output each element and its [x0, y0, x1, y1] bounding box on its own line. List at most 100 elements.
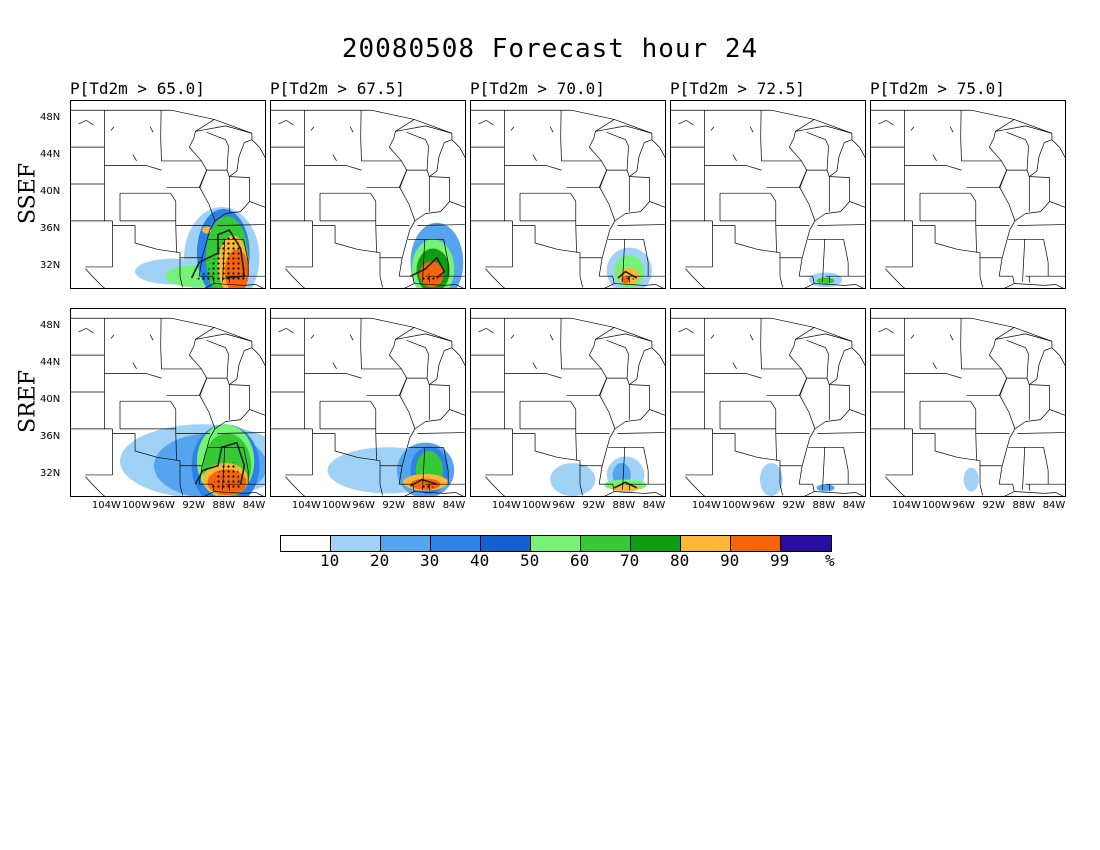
colorbar-label: 99	[770, 551, 790, 570]
lon-tick-label: 100W	[722, 500, 752, 511]
lat-tick-label: 36N	[40, 431, 61, 443]
map-boundary	[429, 176, 450, 178]
map-boundary	[1043, 447, 1049, 471]
map-boundary	[179, 276, 183, 288]
map-boundary	[849, 201, 865, 208]
map-boundary	[214, 283, 245, 286]
map-water-feature	[310, 126, 315, 131]
map-boundary	[1001, 437, 1011, 466]
map-boundary	[429, 170, 438, 177]
map-boundary	[1008, 204, 1016, 221]
map-boundary	[814, 119, 853, 134]
map-boundary	[601, 437, 611, 466]
map-boundary	[251, 139, 260, 148]
map-boundary	[546, 373, 562, 379]
map-boundary	[934, 242, 958, 250]
map-boundary	[570, 193, 577, 202]
map-boundary	[599, 170, 608, 188]
map-panel	[670, 308, 866, 497]
lon-tick-label: 104W	[891, 500, 921, 511]
map-boundary	[975, 433, 977, 461]
map-boundary	[417, 432, 465, 434]
map-boundary	[798, 257, 803, 277]
map-boundary	[395, 333, 426, 340]
colorbar-label: 40	[470, 551, 490, 570]
map-boundary	[625, 211, 641, 214]
map-boundary	[614, 421, 626, 430]
map-boundary	[425, 347, 429, 355]
map-boundary	[201, 437, 211, 466]
map-boundary	[398, 257, 403, 277]
map-panel	[870, 308, 1066, 497]
colorbar-swatch	[481, 536, 531, 551]
map-boundary	[622, 239, 626, 282]
map-boundary	[229, 384, 250, 386]
map-boundary	[1026, 378, 1030, 385]
map-boundary	[100, 285, 105, 288]
map-boundary	[644, 139, 653, 143]
map-boundary	[598, 257, 603, 277]
map-boundary	[1022, 447, 1026, 490]
map-boundary	[629, 176, 650, 178]
map-boundary	[334, 242, 358, 250]
map-boundary	[1059, 354, 1065, 366]
map-panel	[470, 100, 666, 289]
map-boundary	[606, 132, 626, 141]
map-boundary	[801, 160, 807, 171]
map-boundary	[649, 409, 665, 416]
map-boundary	[1026, 354, 1029, 379]
map-boundary	[814, 327, 853, 342]
basemap	[471, 109, 665, 288]
map-boundary	[604, 491, 615, 496]
colorbar-swatch	[581, 536, 631, 551]
map-boundary	[614, 213, 626, 222]
map-boundary	[644, 284, 656, 286]
map-boundary	[700, 493, 705, 496]
map-boundary	[604, 283, 615, 288]
probability-fill	[963, 467, 979, 492]
probability-contour	[613, 481, 638, 489]
map-boundary	[998, 465, 1003, 485]
map-boundary	[651, 139, 660, 148]
map-boundary	[560, 346, 562, 369]
lon-tick-label: 88W	[612, 500, 636, 511]
map-boundary	[814, 283, 845, 286]
map-boundary	[859, 354, 865, 366]
map-boundary	[809, 428, 816, 439]
map-boundary	[1009, 428, 1016, 439]
map-boundary	[360, 346, 362, 369]
map-boundary	[500, 493, 505, 496]
map-water-feature	[478, 327, 494, 334]
lon-tick-label: 84W	[442, 500, 466, 511]
map-boundary	[1038, 142, 1045, 157]
lon-tick-label: 88W	[812, 500, 836, 511]
map-boundary	[389, 137, 395, 148]
map-boundary	[171, 109, 215, 120]
map-boundary	[360, 138, 362, 161]
map-boundary	[443, 447, 449, 471]
lat-tick-label: 36N	[40, 223, 61, 235]
map-boundary	[534, 450, 558, 458]
map-boundary	[993, 339, 996, 346]
map-boundary	[1055, 284, 1064, 288]
lon-tick-label: 88W	[1012, 500, 1036, 511]
map-boundary	[444, 347, 453, 351]
lon-tick-label: 92W	[582, 500, 605, 511]
map-boundary	[370, 401, 377, 410]
map-boundary	[608, 412, 616, 429]
map-water-feature	[878, 327, 894, 334]
map-boundary	[208, 412, 216, 429]
map-boundary	[859, 146, 865, 158]
map-boundary	[614, 283, 645, 286]
map-boundary	[655, 492, 664, 496]
map-boundary	[989, 354, 1002, 370]
map-boundary	[412, 484, 415, 492]
map-boundary	[836, 364, 840, 380]
map-boundary	[429, 378, 438, 385]
map-water-feature	[678, 327, 694, 334]
map-boundary	[779, 484, 783, 496]
map-boundary	[795, 125, 826, 132]
map-boundary	[1004, 491, 1015, 496]
map-boundary	[579, 276, 583, 288]
map-water-feature	[949, 126, 954, 133]
